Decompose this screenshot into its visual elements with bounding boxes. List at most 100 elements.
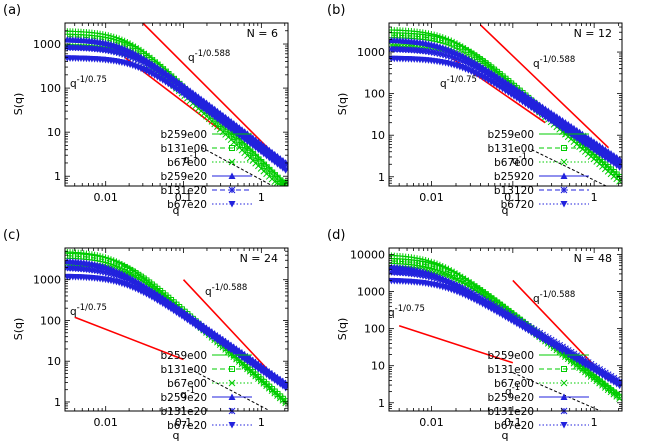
y-axis-label: S(q) [12, 318, 25, 341]
guide-exponent: -1/0.588 [540, 55, 576, 65]
data-point [282, 381, 288, 389]
data-point [427, 273, 435, 281]
data-point [170, 307, 178, 315]
data-point [533, 108, 541, 115]
legend-marker [560, 379, 568, 387]
data-point [162, 72, 169, 80]
axes-frame [388, 22, 623, 187]
data-point [282, 161, 288, 169]
data-point [159, 70, 167, 78]
data-point [519, 98, 527, 106]
legend-marker [228, 186, 236, 194]
legend-label: b67e20 [167, 199, 207, 211]
data-point [450, 281, 458, 289]
data-point [216, 335, 224, 343]
series-b67e20 [65, 273, 288, 392]
legend-item: b131e00 [487, 143, 589, 155]
legend-label: b259e00 [487, 129, 534, 141]
data-point [134, 56, 142, 64]
x-tick-label: 1 [258, 416, 265, 429]
legend-marker [228, 422, 236, 429]
guide-base: q [180, 389, 187, 401]
data-point [422, 272, 430, 280]
data-point [159, 300, 167, 308]
data-point [137, 57, 145, 65]
n-annotation: N = 24 [240, 252, 278, 265]
x-tick-label: 0.1 [175, 416, 193, 429]
data-point [151, 295, 159, 303]
data-point [442, 51, 450, 59]
data-point [553, 344, 561, 352]
data-point [279, 379, 287, 387]
legend-marker [229, 352, 235, 358]
data-point [465, 288, 472, 296]
guide-label: q-1/0.75 [70, 75, 107, 90]
data-point [567, 131, 575, 138]
data-point [516, 322, 524, 329]
guide-line [398, 324, 514, 364]
data-point [110, 48, 118, 55]
guide-exponent: -1/0.588 [212, 283, 248, 293]
data-point [159, 77, 167, 84]
data-point [576, 358, 584, 366]
data-point [490, 74, 498, 82]
data-point [607, 158, 615, 166]
data-point [510, 93, 518, 100]
legend-label: b67e00 [494, 378, 534, 390]
data-point [479, 68, 487, 75]
legend-label: b259e20 [487, 392, 534, 404]
data-point [581, 362, 589, 369]
data-point [459, 57, 467, 65]
guide-exponent: -1/0.588 [195, 49, 231, 59]
y-tick-label: 1000 [357, 46, 385, 59]
y-axis: 1 10 100 1000 [33, 247, 288, 412]
y-tick-label: 1 [54, 170, 61, 183]
data-point [113, 272, 120, 279]
data-point [447, 53, 455, 61]
guide-line [142, 23, 276, 156]
data-point [547, 112, 555, 120]
y-axis-label: S(q) [336, 318, 349, 341]
y-axis: 1 10 100 1000 10000 [350, 249, 622, 412]
guide-exponent: -1 [519, 152, 527, 162]
y-tick-label: 10 [47, 355, 61, 368]
data-point [173, 309, 180, 317]
legend-label: b259e20 [160, 392, 207, 404]
data-point [530, 106, 538, 113]
legend-item: b259e00 [160, 350, 252, 362]
data-point [570, 355, 578, 362]
panel-c: (c) S(q) q N = 24 [3, 228, 278, 442]
y-axis-label: S(q) [12, 93, 25, 116]
data-point [222, 339, 230, 347]
data-point [148, 63, 156, 71]
data-point [118, 50, 126, 57]
data-point [208, 330, 216, 337]
data-point [436, 276, 444, 283]
legend: b259e00 b131e00 b67e00 b259e20 b131e20 b67e20 [487, 350, 589, 432]
data-point [170, 78, 178, 86]
guide-label: q-1/0.75 [440, 75, 477, 90]
data-point [584, 363, 592, 371]
data-point [436, 50, 444, 57]
data-point [556, 346, 564, 353]
data-point [211, 332, 219, 339]
data-point [561, 127, 569, 135]
data-point [504, 83, 512, 91]
data-point [596, 370, 604, 378]
data-point [593, 148, 601, 156]
x-tick-label: 0.01 [419, 416, 444, 429]
data-point [450, 54, 458, 62]
x-axis-label: q [502, 204, 509, 217]
legend-item: b131e00 [487, 364, 589, 376]
data-point [456, 56, 464, 64]
data-point [502, 313, 509, 321]
data-point [598, 152, 606, 160]
data-point [194, 320, 202, 328]
data-point [173, 80, 180, 87]
guide-exponent: -1 [187, 386, 195, 396]
legend-label: b67e20 [167, 420, 207, 432]
guide-base: q [70, 78, 77, 90]
data-point [271, 373, 279, 381]
data-point [145, 62, 153, 70]
y-tick-label: 100 [40, 82, 61, 95]
